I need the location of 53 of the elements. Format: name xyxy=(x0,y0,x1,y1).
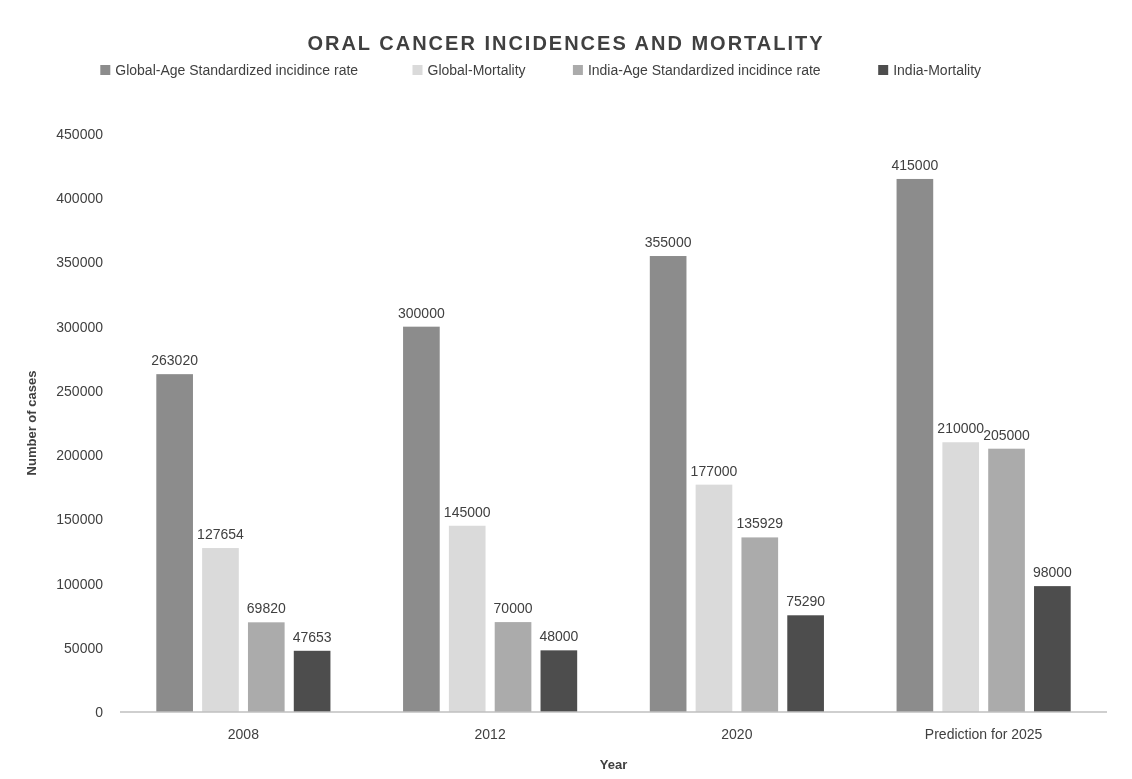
bar xyxy=(448,525,486,712)
y-tick-label: 50000 xyxy=(64,639,104,656)
data-label: 48000 xyxy=(539,628,579,645)
y-tick-label: 400000 xyxy=(56,190,104,207)
y-tick-label: 300000 xyxy=(56,318,104,335)
legend-label: Global-Mortality xyxy=(427,62,526,78)
data-label: 210000 xyxy=(937,420,985,437)
bar xyxy=(942,442,980,712)
legend-label: India-Age Standardized incidince rate xyxy=(587,62,821,78)
bar xyxy=(741,537,779,712)
legend-label: Global-Age Standardized incidince rate xyxy=(115,62,359,78)
x-axis-title: Year xyxy=(599,757,628,772)
bar xyxy=(787,615,824,712)
data-label: 300000 xyxy=(398,304,445,321)
data-label: 205000 xyxy=(983,426,1031,443)
bar xyxy=(403,326,440,712)
data-label: 355000 xyxy=(644,234,692,251)
data-label: 47653 xyxy=(292,628,332,645)
data-label: 135929 xyxy=(736,515,784,532)
legend-label: India-Mortality xyxy=(893,62,982,78)
chart-title: ORAL CANCER INCIDENCES AND MORTALITY xyxy=(307,32,825,54)
y-axis-title: Number of cases xyxy=(24,370,39,476)
x-tick-label: Prediction for 2025 xyxy=(924,726,1043,742)
bar xyxy=(540,650,578,712)
bar xyxy=(293,650,331,712)
data-label: 177000 xyxy=(690,462,738,479)
x-tick-label: 2012 xyxy=(474,726,506,742)
data-label: 145000 xyxy=(443,503,491,520)
y-tick-label: 0 xyxy=(95,704,104,720)
bar xyxy=(1034,586,1071,712)
y-tick-label: 100000 xyxy=(56,575,104,592)
data-label: 75290 xyxy=(786,593,826,610)
data-label: 263020 xyxy=(151,352,199,369)
bar xyxy=(896,178,934,712)
bar xyxy=(649,256,687,712)
y-tick-label: 450000 xyxy=(56,126,104,142)
data-label: 70000 xyxy=(493,600,533,617)
bar xyxy=(695,484,733,712)
y-tick-label: 350000 xyxy=(56,254,104,271)
bar xyxy=(988,448,1025,712)
data-label: 98000 xyxy=(1032,564,1073,581)
x-tick-label: 2020 xyxy=(721,726,753,742)
y-tick-label: 200000 xyxy=(56,447,104,464)
bar xyxy=(202,548,239,712)
bar xyxy=(156,374,193,712)
y-tick-label: 150000 xyxy=(56,511,104,528)
x-tick-label: 2008 xyxy=(227,726,260,742)
bar xyxy=(494,622,532,712)
bar xyxy=(247,622,285,712)
data-label: 69820 xyxy=(246,600,286,617)
y-tick-label: 250000 xyxy=(56,382,104,399)
data-label: 127654 xyxy=(197,526,245,543)
data-label: 415000 xyxy=(891,156,939,173)
